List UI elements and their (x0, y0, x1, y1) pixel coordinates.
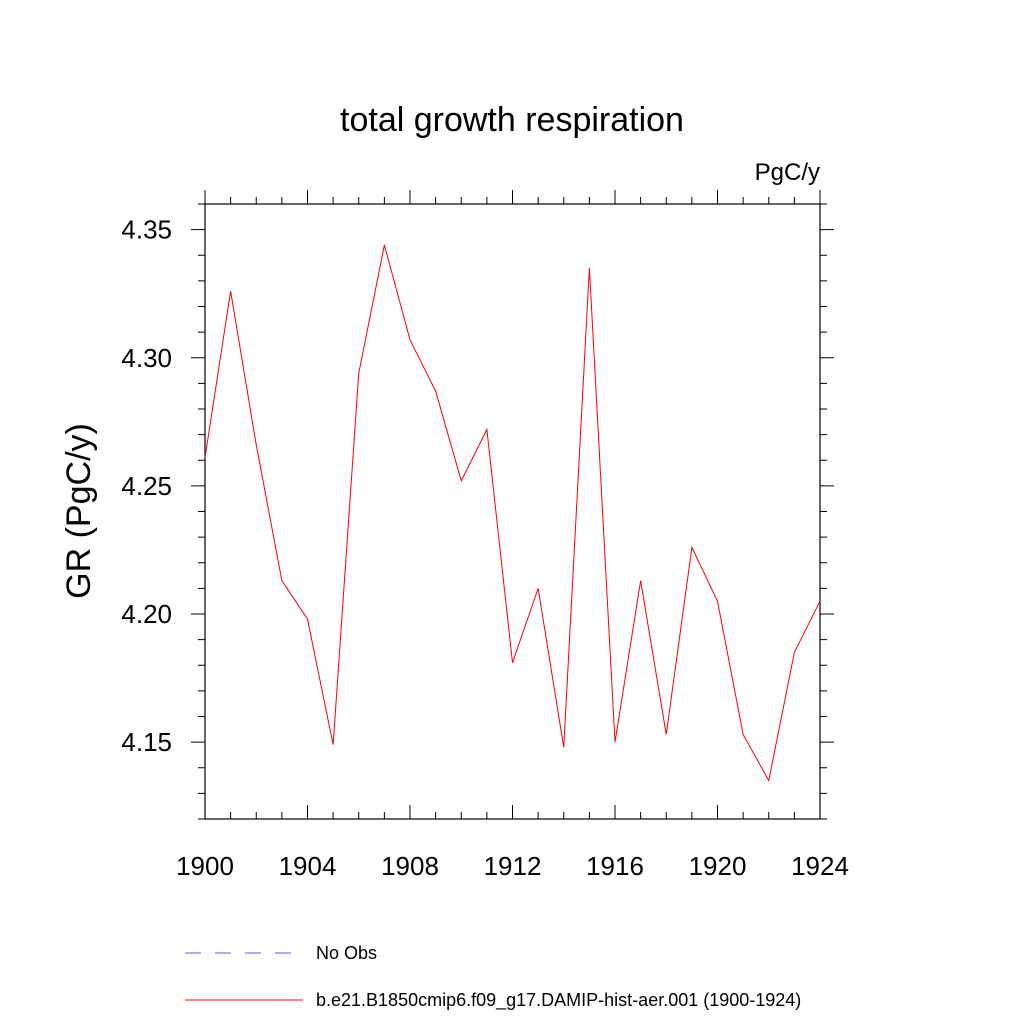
y-axis-ticks: 4.15 4.20 4.25 4.30 4.35 (121, 215, 834, 757)
y-tick-label: 4.20 (121, 599, 172, 629)
x-tick-label: 1920 (689, 851, 747, 881)
y-tick-label: 4.35 (121, 215, 172, 245)
plot-frame (204, 203, 821, 820)
series-layer (204, 244, 821, 782)
legend-label: No Obs (316, 943, 377, 963)
y-tick-label: 4.25 (121, 471, 172, 501)
plot-border (204, 203, 821, 820)
x-tick-label: 1900 (176, 851, 234, 881)
units-label: PgC/y (755, 159, 820, 186)
chart-title: total growth respiration (340, 101, 684, 139)
x-axis-ticks: 1900 1904 1908 1912 1916 1920 1924 (176, 190, 849, 881)
series-line (204, 244, 821, 782)
y-tick-label: 4.15 (121, 727, 172, 757)
x-tick-label: 1916 (586, 851, 644, 881)
legend: No Obs b.e21.B1850cmip6.f09_g17.DAMIP-his… (185, 943, 801, 1011)
y-axis-label: GR (PgC/y) (60, 423, 98, 599)
y-tick-label: 4.30 (121, 343, 172, 373)
legend-label: b.e21.B1850cmip6.f09_g17.DAMIP-hist-aer.… (316, 990, 801, 1011)
x-tick-label: 1912 (484, 851, 542, 881)
x-tick-label: 1908 (381, 851, 439, 881)
minor-ticks (198, 197, 827, 820)
x-tick-label: 1924 (791, 851, 849, 881)
x-tick-label: 1904 (279, 851, 337, 881)
